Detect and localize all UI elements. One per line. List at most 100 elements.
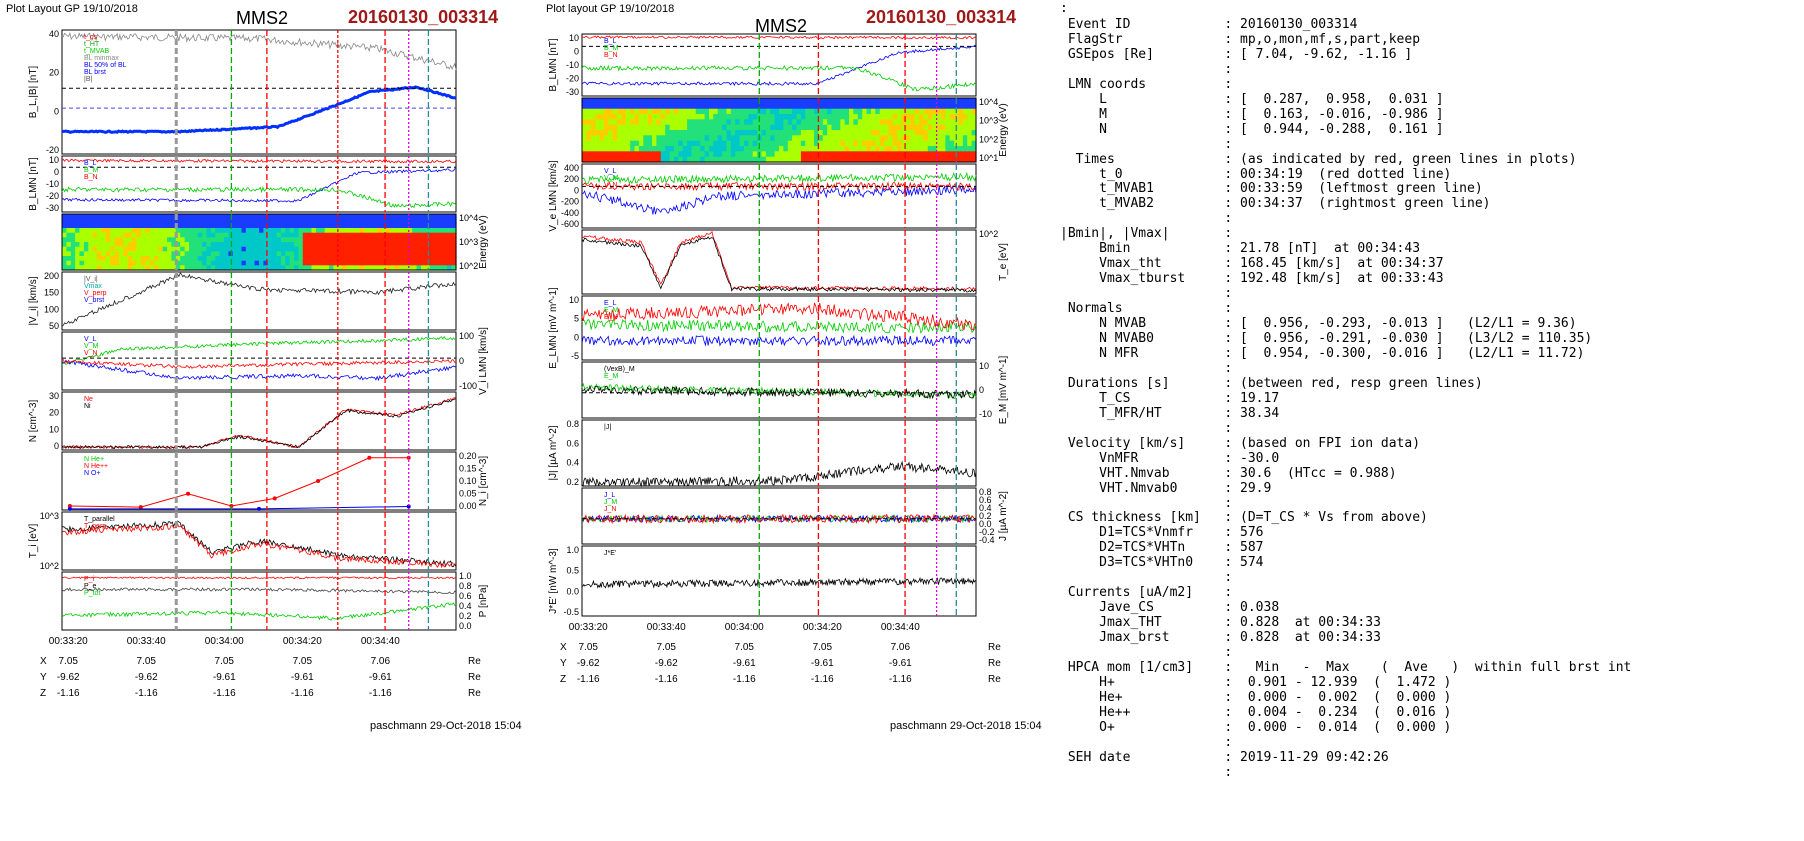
spectrogram-cell: [962, 119, 968, 126]
spectrogram-cell: [906, 130, 911, 136]
spectrogram-cell: [118, 260, 124, 266]
spectrogram-cell: [866, 98, 872, 104]
spectrogram-cell: [75, 242, 81, 248]
spectrogram-cell: [219, 242, 225, 248]
spectrogram-cell: [66, 214, 72, 220]
axis-tick-label: 0.00: [459, 501, 477, 511]
spectrogram-cell: [647, 146, 653, 152]
spectrogram-cell: [136, 228, 142, 234]
spectrogram-cell: [665, 151, 671, 158]
axis-tick-label: 0.6: [566, 438, 579, 448]
spectrogram-cell: [787, 151, 793, 158]
spectrogram-cell: [394, 260, 400, 266]
spectrogram-cell: [967, 140, 973, 147]
spectrogram-cell: [162, 228, 168, 234]
info-row: :: [1060, 645, 1631, 661]
spectrogram-cell: [866, 124, 872, 131]
spectrogram-cell: [774, 103, 780, 110]
spectrogram-cell: [870, 98, 876, 104]
data-series-line: [61, 168, 457, 203]
spectrogram-cell: [757, 130, 763, 136]
axis-tick-label: -10: [46, 179, 59, 189]
spectrogram-cell: [590, 151, 596, 158]
spectrogram-cell: [97, 214, 102, 220]
orbit-unit: Re: [988, 674, 1001, 685]
spectrogram-cell: [127, 260, 133, 266]
spectrogram-cell: [709, 114, 714, 120]
spectrogram-cell: [215, 228, 221, 234]
spectrogram-cell: [822, 146, 828, 152]
spectrogram-cell: [403, 251, 409, 257]
spectrogram-cell: [206, 265, 212, 271]
spectrogram-cell: [189, 214, 194, 220]
spectrogram-cell: [70, 265, 76, 271]
data-series-line: [581, 230, 977, 292]
spectrogram-cell: [101, 256, 107, 262]
spectrogram-cell: [110, 214, 116, 220]
spectrogram-cell: [241, 260, 247, 266]
spectrogram-cell: [827, 130, 833, 136]
spectrogram-cell: [586, 156, 592, 163]
spectrogram-cell: [687, 135, 693, 142]
spectrogram-cell: [110, 223, 116, 229]
spectrogram-cell: [184, 223, 190, 229]
spectrogram-cell: [399, 260, 405, 266]
info-value: :: [1224, 764, 1233, 780]
spectrogram-cell: [870, 119, 876, 126]
spectrogram-cell: [656, 146, 662, 152]
spectrogram-cell: [237, 218, 243, 224]
spectrogram-cell: [171, 256, 177, 262]
spectrogram-cell: [879, 114, 885, 120]
spectrogram-cell: [337, 242, 343, 248]
spectrogram-cell: [967, 108, 973, 115]
spectrogram-cell: [884, 151, 890, 158]
spectrogram-cell: [735, 146, 741, 152]
orbit-value: 7.05: [657, 642, 677, 653]
spectrogram-cell: [215, 223, 221, 229]
spectrogram-cell: [127, 228, 133, 234]
spectrogram-cell: [897, 156, 903, 163]
spectrogram-cell: [377, 223, 383, 229]
spectrogram-cell: [958, 119, 964, 126]
spectrogram-cell: [302, 251, 308, 257]
info-value: : (D=T_CS * Vs from above): [1224, 510, 1428, 526]
spectrogram-cell: [779, 151, 784, 158]
axis-tick-label: -600: [561, 219, 579, 229]
spectrogram-cell: [329, 214, 334, 220]
axis-tick-label: -20: [566, 74, 579, 84]
spectrogram-cell: [779, 114, 784, 120]
axis-title: Energy (eV): [478, 215, 489, 268]
spectrogram-cell: [285, 265, 291, 271]
spectrogram-cell: [634, 135, 640, 142]
spectrogram-cell: [625, 130, 631, 136]
spectrogram-cell: [638, 130, 644, 136]
spectrogram-cell: [770, 146, 776, 152]
spectrogram-cell: [421, 265, 426, 271]
spectrogram-cell: [949, 156, 955, 163]
spectrogram-cell: [447, 251, 453, 257]
spectrogram-cell: [158, 232, 164, 238]
spectrogram-cell: [932, 114, 938, 120]
spectrogram-cell: [652, 135, 657, 142]
spectrogram-cell: [298, 223, 304, 229]
legend-entry: P_tot: [84, 590, 100, 597]
spectrogram-cell: [844, 146, 850, 152]
spectrogram-cell: [652, 146, 657, 152]
spectrogram-cell: [923, 151, 929, 158]
spectrogram-cell: [184, 237, 190, 243]
spectrogram-cell: [595, 135, 601, 142]
orbit-value: -1.16: [655, 674, 678, 685]
spectrogram-cell: [805, 98, 811, 104]
spectrogram-cell: [752, 103, 758, 110]
spectrogram-cell: [175, 223, 181, 229]
spectrogram-cell: [796, 140, 802, 147]
spectrogram-cell: [761, 130, 767, 136]
spectrogram-cell: [368, 242, 374, 248]
spectrogram-cell: [827, 135, 833, 142]
spectrogram-cell: [932, 103, 938, 110]
spectrogram-cell: [849, 124, 854, 131]
spectrogram-cell: [901, 114, 907, 120]
spectrogram-cell: [83, 265, 89, 271]
spectrogram-cell: [237, 232, 243, 238]
spectrogram-cell: [66, 223, 72, 229]
